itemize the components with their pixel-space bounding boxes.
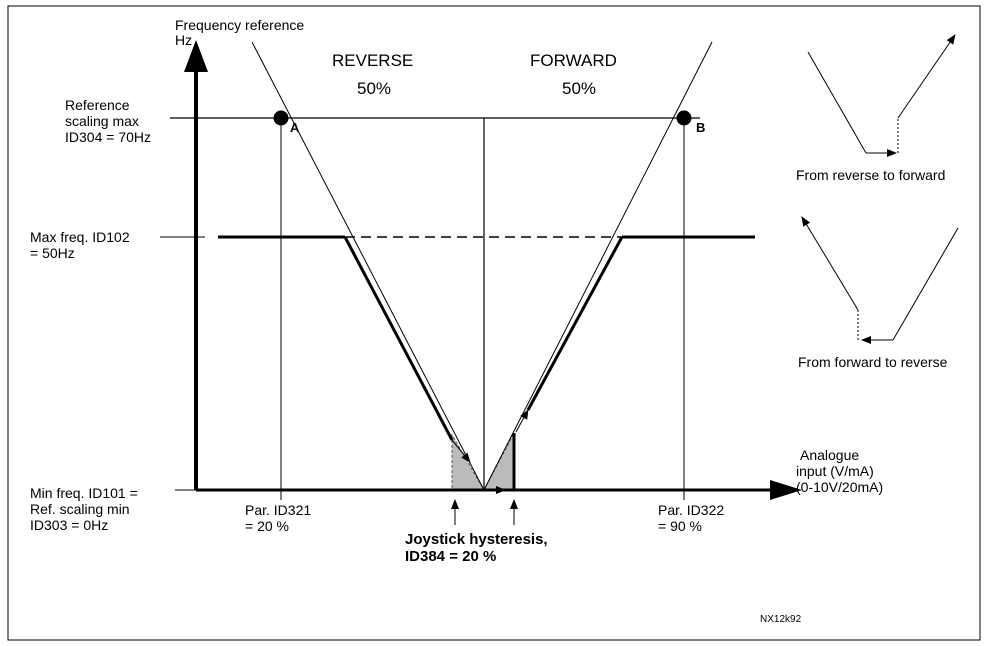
label: FORWARD <box>530 51 617 70</box>
label: A <box>290 120 300 135</box>
label: ID303 = 0Hz <box>30 517 108 533</box>
label: ID384 = 20 % <box>405 548 496 565</box>
label: = 90 % <box>658 518 702 534</box>
label: 50% <box>562 79 596 98</box>
label: Analogue <box>800 447 859 463</box>
label: B <box>696 120 705 135</box>
label: Frequency reference <box>175 17 304 33</box>
label: From forward to reverse <box>798 354 948 370</box>
label: Ref. scaling min <box>30 501 130 517</box>
frame <box>7 5 981 641</box>
label: Hz <box>175 32 192 48</box>
graph-lines <box>160 34 959 525</box>
label: = 50Hz <box>30 245 75 261</box>
label: Reference <box>65 97 130 113</box>
label: Min freq. ID101 = <box>30 485 138 501</box>
label: 50% <box>357 79 391 98</box>
label: (0-10V/20mA) <box>796 479 883 495</box>
label: From reverse to forward <box>796 167 945 183</box>
label: NX12k92 <box>760 614 802 625</box>
label: Par. ID321 <box>245 502 311 518</box>
label: input (V/mA) <box>796 463 874 479</box>
label: Joystick hysteresis, <box>405 531 548 548</box>
label: Par. ID322 <box>658 502 724 518</box>
label: scaling max <box>65 113 139 129</box>
label: Max freq. ID102 <box>30 229 130 245</box>
label: REVERSE <box>332 51 413 70</box>
label: = 20 % <box>245 518 289 534</box>
label: ID304 = 70Hz <box>65 129 151 145</box>
